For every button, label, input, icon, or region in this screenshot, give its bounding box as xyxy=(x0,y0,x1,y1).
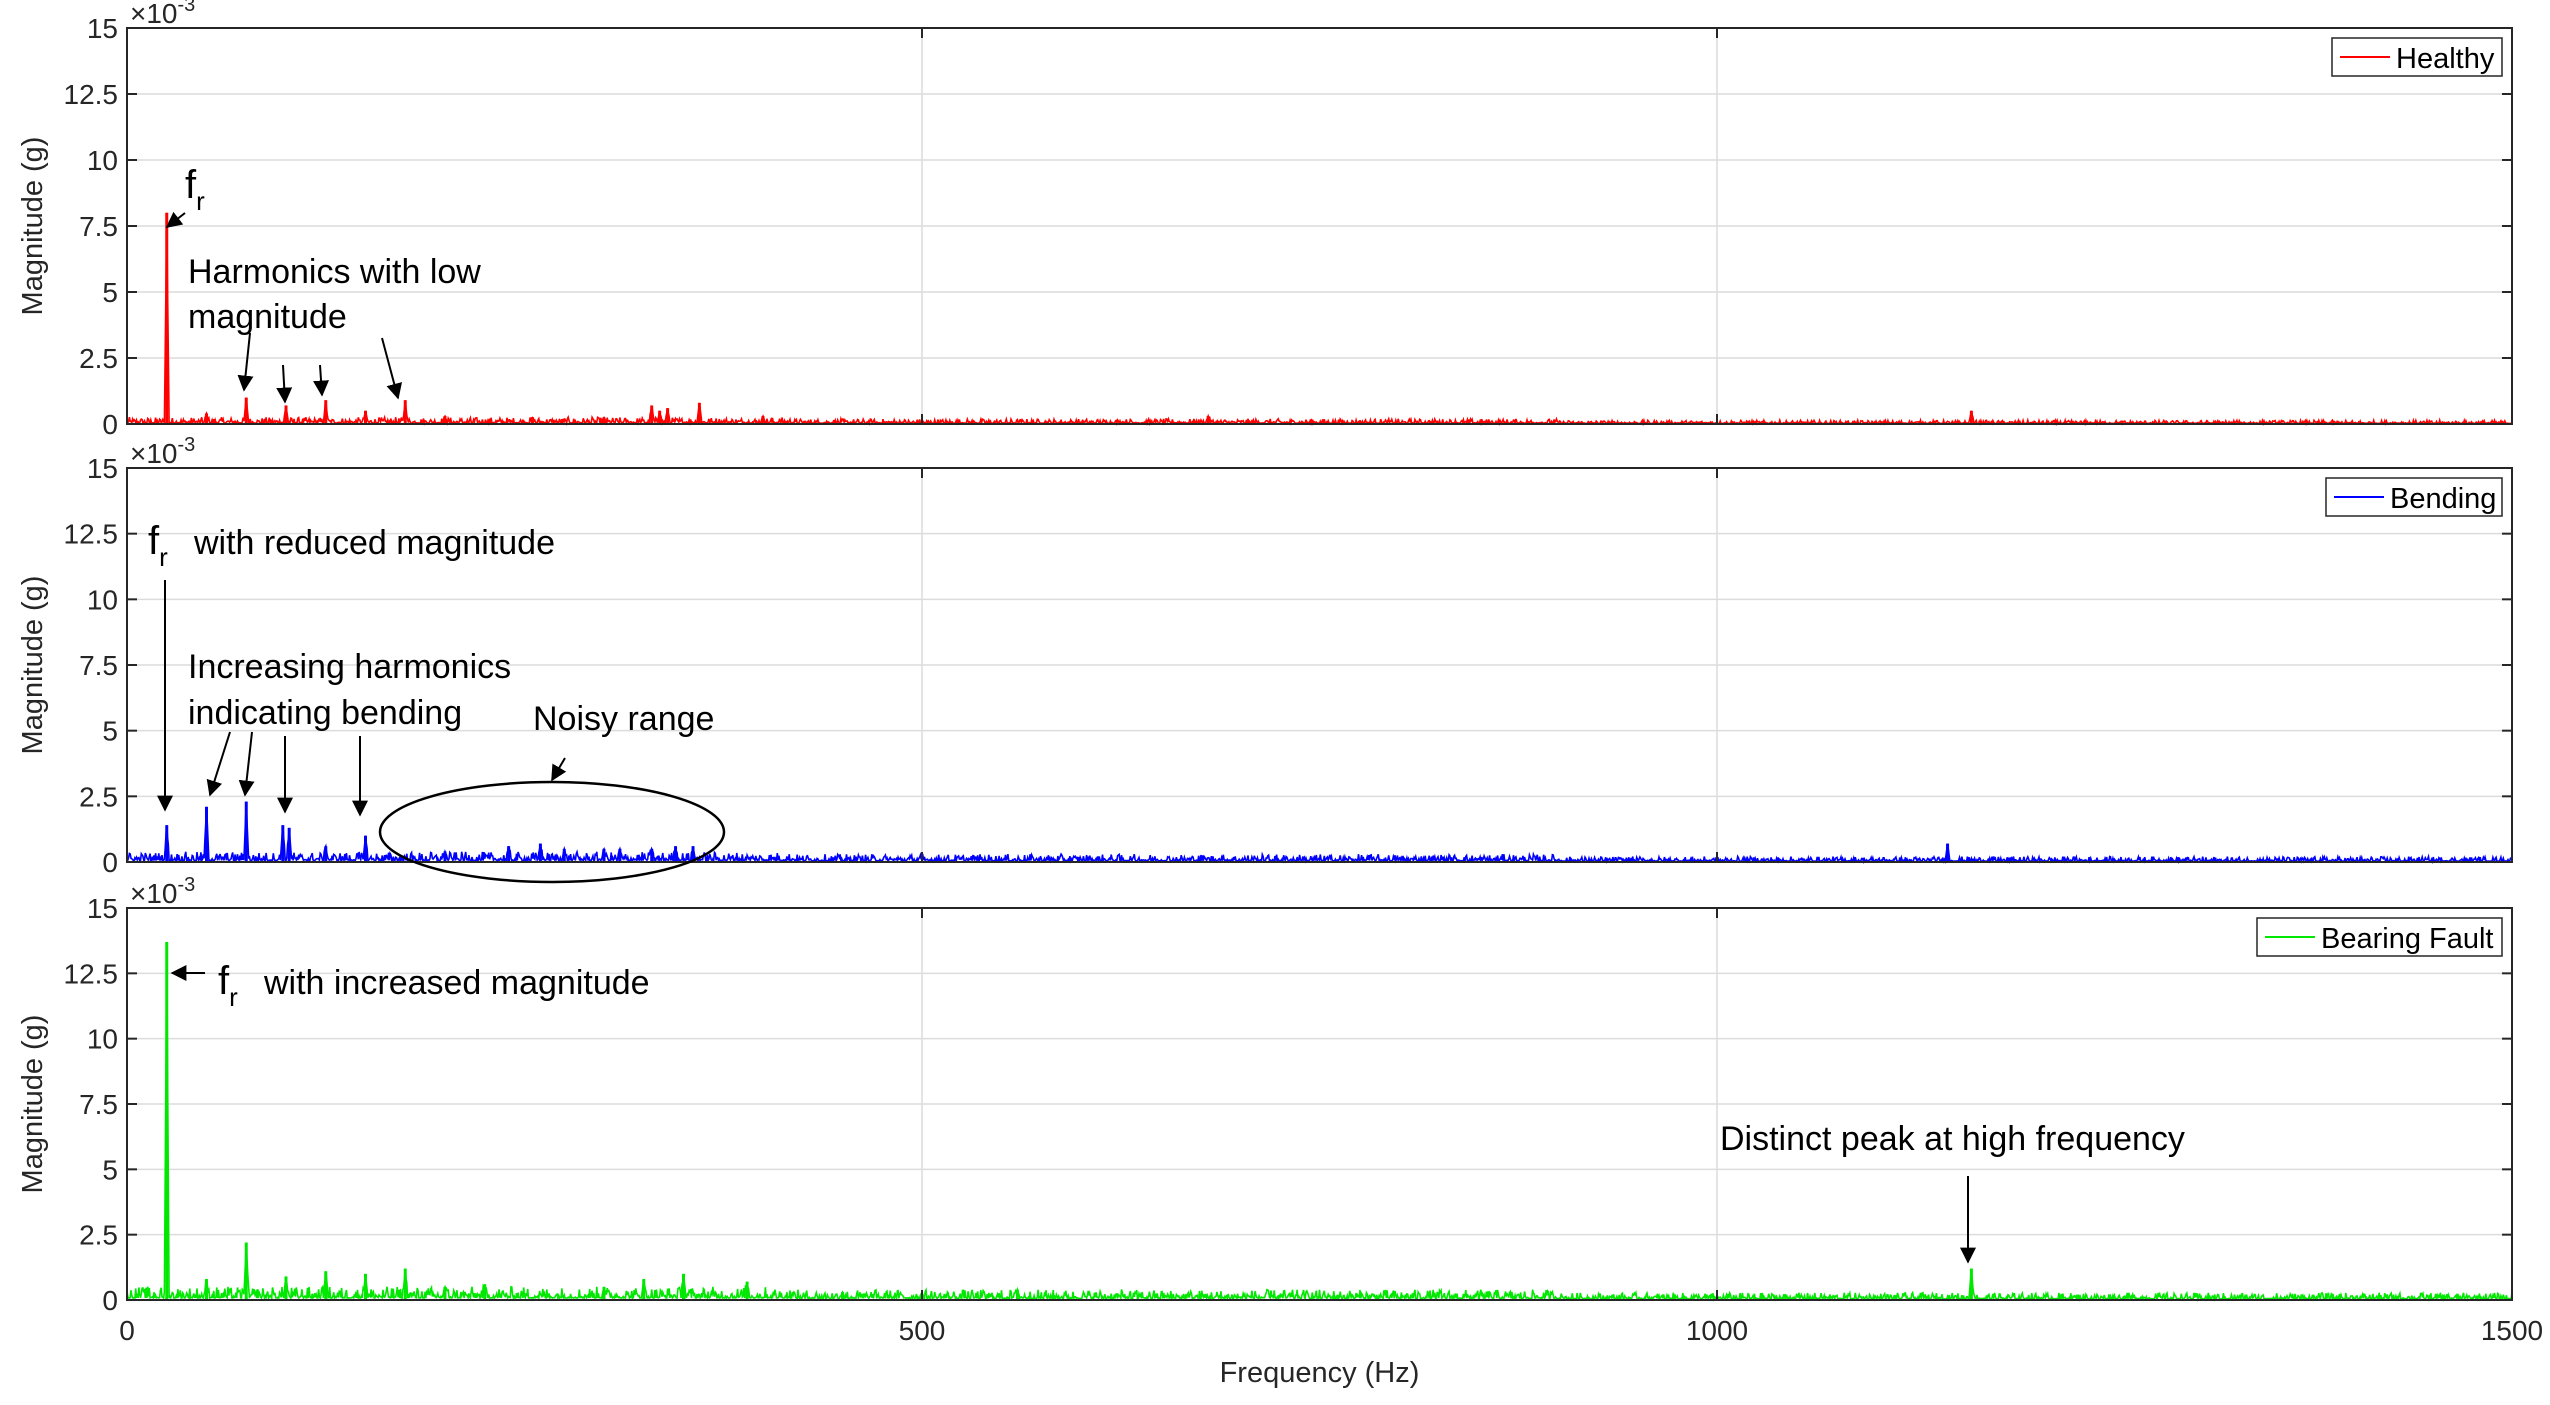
y-tick-label: 7.5 xyxy=(79,650,118,681)
annotation-text: fr xyxy=(185,163,205,216)
y-axis-label: Magnitude (g) xyxy=(17,137,49,316)
y-exponent-base: ×10 xyxy=(130,0,178,29)
annotation-arrow xyxy=(381,337,403,400)
annotation-text: Distinct peak at high frequency xyxy=(1720,1120,2185,1158)
annotation-main: f xyxy=(218,959,230,1003)
x-tick-label: 1500 xyxy=(2481,1315,2543,1346)
y-tick-label: 10 xyxy=(87,584,118,615)
annotation-arrow xyxy=(551,757,567,782)
spectrum-line-2 xyxy=(126,801,2513,865)
annotation-text: indicating bending xyxy=(188,694,462,732)
y-tick-label: 15 xyxy=(87,453,118,484)
annotation-main: indicating bending xyxy=(188,694,462,732)
y-exponent-base: ×10 xyxy=(130,438,178,469)
annotation-main: with reduced magnitude xyxy=(193,524,555,562)
annotation-subscript: r xyxy=(159,542,168,572)
annotation-arrow xyxy=(237,332,254,392)
annotation-text: with reduced magnitude xyxy=(193,524,555,562)
y-tick-label: 12.5 xyxy=(64,79,119,110)
y-exponent-base: ×10 xyxy=(130,878,178,909)
y-tick-label: 15 xyxy=(87,893,118,924)
y-tick-label: 2.5 xyxy=(79,343,118,374)
annotation-arrow xyxy=(238,731,255,797)
annotation-text: fr xyxy=(218,959,238,1012)
annotation-main: f xyxy=(185,163,197,207)
y-tick-label: 7.5 xyxy=(79,1089,118,1120)
legend-label: Bearing Fault xyxy=(2321,923,2494,955)
x-axis-label: Frequency (Hz) xyxy=(1220,1357,1420,1389)
y-exponent-power: -3 xyxy=(178,434,196,456)
y-exponent-label: ×10-3 xyxy=(130,0,195,29)
spectrum-line-3 xyxy=(126,941,2513,1303)
y-exponent-power: -3 xyxy=(178,0,196,16)
y-axis-label: Magnitude (g) xyxy=(17,576,49,755)
x-tick-label: 0 xyxy=(119,1315,135,1346)
panel-bearing-fault: 0 2.5 5 7.5 10 12.5 15 0 500 1000 1500 ×10-3 Magnitu… xyxy=(17,874,2543,1346)
annotation-text: Noisy range xyxy=(533,700,714,738)
annotation-main: Harmonics with low xyxy=(188,253,481,291)
y-tick-label: 2.5 xyxy=(79,781,118,812)
y-tick-label: 12.5 xyxy=(64,519,119,550)
annotation-text: Increasing harmonics xyxy=(188,648,511,686)
y-tick-label: 15 xyxy=(87,13,118,44)
annotation-main: magnitude xyxy=(188,298,347,336)
y-axis-label: Magnitude (g) xyxy=(17,1015,49,1194)
annotation-main: Distinct peak at high frequency xyxy=(1720,1120,2185,1158)
y-exponent-label: ×10-3 xyxy=(130,434,195,469)
x-tick-label: 1000 xyxy=(1686,1315,1748,1346)
y-tick-label: 7.5 xyxy=(79,211,118,242)
y-tick-label: 5 xyxy=(102,1154,118,1185)
annotation-main: Noisy range xyxy=(533,700,714,738)
legend: Healthy xyxy=(2331,37,2503,77)
y-tick-label: 0 xyxy=(102,847,118,878)
annotation-text: Harmonics with low xyxy=(188,253,481,291)
x-tick-label: 500 xyxy=(899,1315,946,1346)
noisy-range-ellipse xyxy=(378,780,726,884)
legend: Bearing Fault xyxy=(2256,917,2503,957)
legend-label: Bending xyxy=(2390,483,2496,515)
y-tick-label: 2.5 xyxy=(79,1220,118,1251)
annotation-text: fr xyxy=(148,519,168,572)
annotation-arrow xyxy=(206,731,231,797)
annotation-main: f xyxy=(148,519,160,563)
y-exponent-power: -3 xyxy=(178,874,196,896)
annotation-text: with increased magnitude xyxy=(263,964,650,1002)
annotation-subscript: r xyxy=(196,186,205,216)
annotation-text: magnitude xyxy=(188,298,347,336)
panel-healthy: 0 2.5 5 7.5 10 12.5 15 ×10-3 Magnitude (g) Health… xyxy=(17,0,2513,440)
y-tick-label: 0 xyxy=(102,1285,118,1316)
y-tick-label: 5 xyxy=(102,277,118,308)
annotation-main: Increasing harmonics xyxy=(188,648,511,686)
panel-bending: 0 2.5 5 7.5 10 12.5 15 ×10-3 Magnitude (g) Bendin… xyxy=(17,434,2513,884)
annotation-arrow xyxy=(165,211,186,228)
legend: Bending xyxy=(2325,477,2503,517)
annotation-main: with increased magnitude xyxy=(263,964,650,1002)
annotation-subscript: r xyxy=(229,982,238,1012)
y-tick-label: 10 xyxy=(87,145,118,176)
y-tick-label: 12.5 xyxy=(64,958,119,989)
y-exponent-label: ×10-3 xyxy=(130,874,195,909)
y-tick-label: 5 xyxy=(102,716,118,747)
annotation-arrow xyxy=(276,364,293,404)
legend-label: Healthy xyxy=(2396,43,2495,75)
annotation-arrow xyxy=(313,364,330,397)
y-tick-label: 10 xyxy=(87,1024,118,1055)
y-tick-label: 0 xyxy=(102,409,118,440)
